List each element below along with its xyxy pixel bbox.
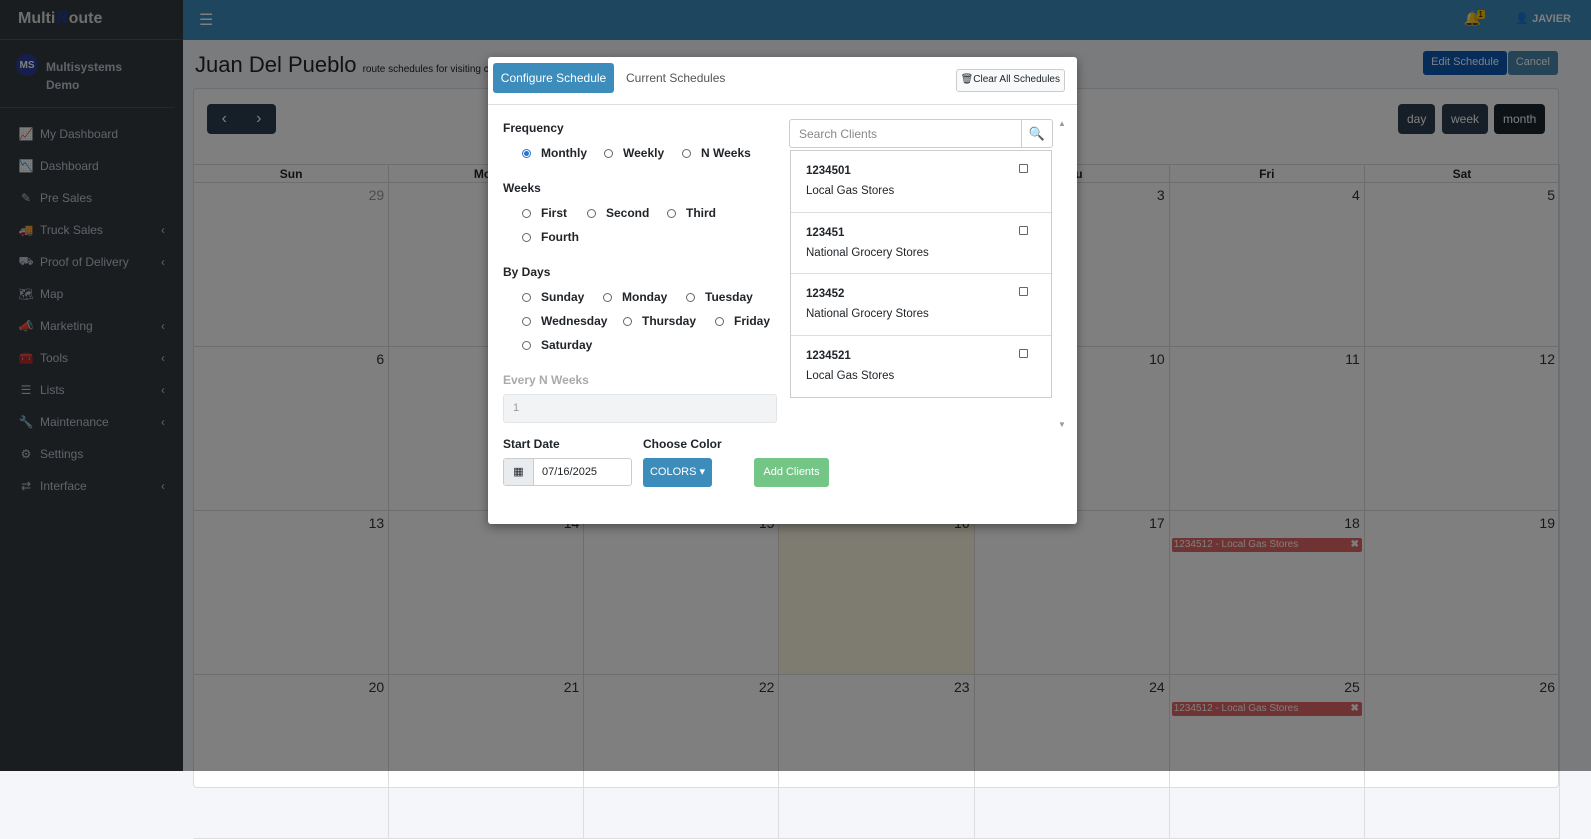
calendar-icon: ▦ xyxy=(504,459,534,485)
client-list-item[interactable]: 123452 National Grocery Stores xyxy=(791,274,1051,336)
radio-week[interactable]: Second xyxy=(587,206,649,220)
radio-frequency[interactable]: N Weeks xyxy=(682,146,751,160)
tab-configure-schedule[interactable]: Configure Schedule xyxy=(493,63,614,93)
trash-icon: 🗑 xyxy=(960,74,974,85)
client-name: National Grocery Stores xyxy=(806,246,929,259)
start-date-label: Start Date xyxy=(503,437,560,451)
weeks-label: Weeks xyxy=(503,181,541,195)
by-days-label: By Days xyxy=(503,265,551,279)
radio-icon xyxy=(682,148,691,158)
client-checkbox[interactable] xyxy=(1019,225,1028,235)
radio-week-label: Third xyxy=(686,206,716,220)
radio-day[interactable]: Monday xyxy=(603,290,667,304)
radio-day[interactable]: Thursday xyxy=(623,314,696,328)
radio-day[interactable]: Sunday xyxy=(522,290,584,304)
clear-all-label: Clear All Schedules xyxy=(973,74,1060,85)
clear-all-schedules-button[interactable]: 🗑Clear All Schedules xyxy=(955,69,1065,92)
schedule-modal: Configure Schedule Current Schedules 🗑Cl… xyxy=(488,57,1077,524)
client-checkbox[interactable] xyxy=(1019,287,1028,296)
search-button[interactable]: 🔍 xyxy=(1021,119,1053,148)
colors-label: COLORS xyxy=(649,466,697,478)
client-list-item[interactable]: 1234521 Local Gas Stores xyxy=(791,336,1051,398)
radio-week[interactable]: Fourth xyxy=(522,230,579,244)
radio-week[interactable]: Third xyxy=(667,206,716,220)
radio-icon xyxy=(623,316,632,326)
radio-day-label: Monday xyxy=(622,290,668,304)
every-n-weeks-label: Every N Weeks xyxy=(503,373,589,387)
radio-day-label: Friday xyxy=(734,314,771,328)
radio-icon xyxy=(522,292,531,302)
choose-color-label: Choose Color xyxy=(643,437,722,451)
start-date-value: 07/16/2025 xyxy=(542,466,598,478)
radio-icon xyxy=(715,316,724,326)
radio-icon xyxy=(522,316,531,326)
search-clients-input[interactable]: Search Clients xyxy=(789,119,1022,148)
caret-down-icon: ▾ xyxy=(699,466,706,478)
every-n-weeks-input[interactable]: 1 xyxy=(503,394,777,423)
radio-icon xyxy=(603,292,612,302)
radio-icon xyxy=(604,148,613,158)
radio-week[interactable]: First xyxy=(522,206,567,220)
radio-frequency-label: Weekly xyxy=(623,146,665,160)
client-list: 1234501 Local Gas Stores 123451 National Gr… xyxy=(790,150,1052,398)
radio-day[interactable]: Tuesday xyxy=(686,290,753,304)
radio-frequency-label: Monthly xyxy=(541,146,587,160)
radio-frequency[interactable]: Weekly xyxy=(604,146,664,160)
client-name: Local Gas Stores xyxy=(806,185,895,197)
client-name: National Grocery Stores xyxy=(806,308,929,320)
add-clients-button[interactable]: Add Clients xyxy=(754,458,829,487)
radio-icon xyxy=(522,148,531,158)
radio-day[interactable]: Wednesday xyxy=(522,314,607,328)
radio-day[interactable]: Friday xyxy=(715,314,770,328)
client-id: 123451 xyxy=(806,226,845,239)
radio-week-label: Second xyxy=(606,206,650,220)
radio-icon xyxy=(522,232,531,242)
client-id: 1234501 xyxy=(806,165,851,177)
start-date-input[interactable]: ▦ 07/16/2025 xyxy=(503,458,632,486)
radio-day-label: Wednesday xyxy=(541,314,608,328)
client-name: Local Gas Stores xyxy=(806,369,895,382)
radio-day-label: Saturday xyxy=(541,338,593,352)
radio-icon xyxy=(667,208,676,218)
colors-dropdown[interactable]: COLORS ▾ xyxy=(643,458,712,487)
client-list-item[interactable]: 1234501 Local Gas Stores xyxy=(791,151,1051,213)
radio-day-label: Thursday xyxy=(642,314,697,328)
client-list-item[interactable]: 123451 National Grocery Stores xyxy=(791,213,1051,274)
radio-frequency-label: N Weeks xyxy=(701,146,751,160)
client-checkbox[interactable] xyxy=(1019,164,1028,173)
radio-frequency[interactable]: Monthly xyxy=(522,146,587,160)
client-checkbox[interactable] xyxy=(1019,348,1028,358)
radio-day[interactable]: Saturday xyxy=(522,338,592,352)
radio-day-label: Tuesday xyxy=(705,290,753,304)
search-icon: 🔍 xyxy=(1028,126,1046,141)
radio-week-label: Fourth xyxy=(541,230,579,244)
divider xyxy=(488,104,1077,105)
tab-current-schedules[interactable]: Current Schedules xyxy=(626,71,726,85)
scrollbar[interactable]: ▲ ▼ xyxy=(1058,119,1066,429)
radio-icon xyxy=(686,292,695,302)
radio-day-label: Sunday xyxy=(541,290,585,304)
client-id: 1234521 xyxy=(806,349,851,362)
radio-icon xyxy=(522,208,531,218)
client-id: 123452 xyxy=(806,288,845,300)
frequency-label: Frequency xyxy=(503,121,564,135)
radio-icon xyxy=(587,208,596,218)
radio-icon xyxy=(522,340,531,350)
radio-week-label: First xyxy=(541,206,568,220)
